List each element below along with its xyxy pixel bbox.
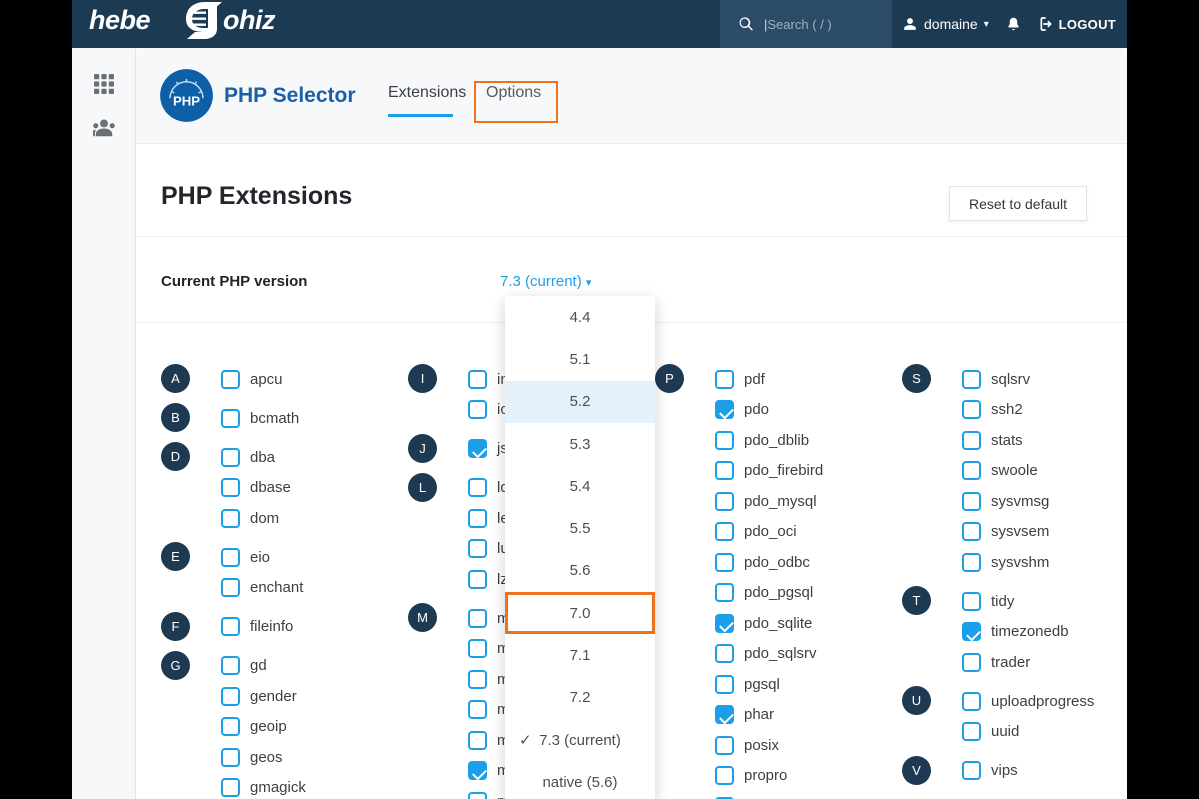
svg-text:ohiz: ohiz xyxy=(223,5,276,35)
svg-text:hebe: hebe xyxy=(89,5,151,35)
svg-text:PHP: PHP xyxy=(173,93,200,108)
